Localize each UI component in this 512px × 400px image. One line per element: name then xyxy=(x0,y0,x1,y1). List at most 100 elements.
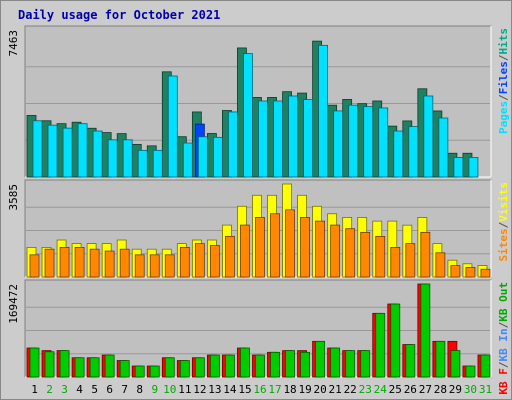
x-tick-label: 13 xyxy=(208,383,221,396)
x-tick-label: 30 xyxy=(464,383,477,396)
bar-kb-out: KB Out 22: 48080 xyxy=(345,350,356,378)
x-tick-label: 24 xyxy=(374,383,388,396)
bar-kb-out: KB Out 23: 48080 xyxy=(360,350,371,378)
bar-sites: Sites 3: 1141 xyxy=(59,247,70,278)
legend-visits-sites: Sites/Visits xyxy=(497,182,510,262)
bar-pages: Pages 14: 3303 xyxy=(228,111,238,178)
x-tick-label: 1 xyxy=(31,383,38,396)
bar-kb-out: KB Out 27: 169472 xyxy=(420,283,431,378)
bar-pages: Pages 5: 2334 xyxy=(92,130,103,178)
y-max-label: 7463 xyxy=(7,30,20,57)
bar-pages: Pages 11: 1725 xyxy=(182,142,193,178)
x-tick-label: 8 xyxy=(136,383,143,396)
x-tick-label: 29 xyxy=(449,383,462,396)
bar-kb-out: KB Out 18: 48080 xyxy=(285,350,295,378)
bar-kb-out: KB Out 26: 59140 xyxy=(405,344,416,378)
x-tick-label: 5 xyxy=(91,383,98,396)
x-tick-label: 12 xyxy=(193,383,206,396)
bar-pages: Pages 16: 3859 xyxy=(258,100,268,178)
bar-kb-out: KB Out 30: 20000 xyxy=(465,365,476,378)
bar-pages: Pages 26: 2559 xyxy=(408,126,419,178)
bar-sites: Sites 15: 2001 xyxy=(240,224,250,278)
bar-pages: Pages 8: 1353 xyxy=(137,149,148,178)
bar-sites: Sites 16: 2296 xyxy=(255,217,265,278)
bar-sites: Sites 29: 439 xyxy=(450,265,461,278)
bar-kb-out: KB Out 9: 20000 xyxy=(149,365,160,378)
legend-item: Hits xyxy=(497,28,510,55)
x-tick-label: 20 xyxy=(314,383,327,396)
bar-kb-out: KB Out 21: 52790 xyxy=(330,347,341,378)
x-tick-label: 2 xyxy=(46,383,53,396)
x-tick-label: 7 xyxy=(121,383,128,396)
x-tick-label: 18 xyxy=(283,383,296,396)
bar-sites: Sites 20: 2154 xyxy=(315,220,326,278)
legend-text: KB F/KB In/KB Out xyxy=(497,282,510,395)
x-tick-label: 14 xyxy=(223,383,237,396)
bar-kb-out: KB Out 5: 35070 xyxy=(89,357,100,378)
bar-sites: Sites 5: 1072 xyxy=(89,248,100,278)
bar-sites: Sites 24: 1566 xyxy=(375,235,386,278)
bar-sites: Sites 30: 369 xyxy=(465,267,476,278)
bar-pages: Pages 20: 6684 xyxy=(318,44,329,178)
bar-sites: Sites 22: 1862 xyxy=(345,228,356,278)
x-tick-label: 27 xyxy=(419,383,432,396)
bar-pages: Pages 15: 6264 xyxy=(243,53,253,178)
bar-kb-out: KB Out 19: 45000 xyxy=(300,351,310,378)
bar-pages: Pages 22: 3646 xyxy=(348,104,359,178)
bar-sites: Sites 6: 1000 xyxy=(104,250,115,278)
bar-kb-out: KB Out 11: 30000 xyxy=(179,360,190,378)
panel-visits-sites: 3585Visits 1: 1141Visits 2: 1141Visits 3… xyxy=(7,179,510,278)
panel-hits-files-pages: 7463Hits 1: 3125Hits 2: 2855Hits 3: 2708… xyxy=(7,25,510,178)
x-tick-label: 28 xyxy=(434,383,447,396)
bar-sites: Sites 31: 298 xyxy=(480,268,491,278)
bar-pages: Pages 23: 3573 xyxy=(363,106,374,178)
bar-pages: Pages 30: 993 xyxy=(468,157,479,178)
bar-pages: Pages 25: 2334 xyxy=(393,130,404,178)
x-tick-label: 9 xyxy=(151,383,158,396)
bar-sites: Sites 8: 854 xyxy=(134,254,145,278)
x-tick-label: 19 xyxy=(298,383,311,396)
chart-title: Daily usage for October 2021 xyxy=(18,8,220,22)
y-max-label: 169472 xyxy=(7,284,20,324)
legend-item: Pages xyxy=(497,101,510,134)
x-tick-label: 6 xyxy=(106,383,113,396)
bar-pages: Pages 13: 2014 xyxy=(212,136,223,178)
legend-separator: / xyxy=(497,221,510,228)
bar-pages: Pages 2: 2631 xyxy=(47,124,58,178)
bar-sites: Sites 18: 2589 xyxy=(285,209,295,278)
bar-pages: Pages 3: 2481 xyxy=(62,127,73,178)
x-tick-label: 3 xyxy=(61,383,68,396)
bar-kb-out: KB Out 6: 40000 xyxy=(104,354,115,378)
legend-item: Sites xyxy=(497,228,510,261)
bar-kb-out: KB Out 4: 35070 xyxy=(74,357,85,378)
legend-text: Pages/Files/Hits xyxy=(497,28,510,134)
legend-separator: / xyxy=(497,94,510,101)
bar-kb-out: KB Out 2: 46000 xyxy=(44,351,55,378)
bar-sites: Sites 10: 854 xyxy=(164,254,175,278)
bar-sites: Sites 13: 1212 xyxy=(209,245,220,278)
legend-hits-files-pages: Pages/Files/Hits xyxy=(497,28,510,134)
bar-kb-out: KB Out 13: 40000 xyxy=(209,354,220,378)
bar-sites: Sites 28: 933 xyxy=(435,252,446,278)
bar-sites: Sites 12: 1287 xyxy=(194,243,205,278)
bar-kb-out: KB Out 29: 48080 xyxy=(450,350,461,378)
bar-kb-out: KB Out 25: 133000 xyxy=(390,303,401,378)
bar-kb-out: KB Out 24: 116000 xyxy=(375,312,386,378)
chart-panels: 7463Hits 1: 3125Hits 2: 2855Hits 3: 2708… xyxy=(7,25,510,395)
bar-pages: Pages 28: 2995 xyxy=(438,117,449,178)
bar-pages: Pages 6: 1887 xyxy=(107,139,118,178)
bar-sites: Sites 4: 1141 xyxy=(74,247,85,278)
bar-pages: Pages 12: 2042 xyxy=(197,136,208,178)
bar-kb-out: KB Out 7: 30000 xyxy=(119,360,130,378)
bar-sites: Sites 23: 1721 xyxy=(360,231,371,278)
x-axis-labels: 1 2 3 4 5 6 7 8 9 10 11 12 13 14 15 16 17 18 19 20 21 22 23 24 2… xyxy=(31,383,492,396)
x-tick-label: 26 xyxy=(404,383,417,396)
x-tick-label: 10 xyxy=(163,383,176,396)
x-tick-label: 21 xyxy=(329,383,342,396)
bar-kb-out: KB Out 15: 52790 xyxy=(240,347,250,378)
bar-sites: Sites 9: 854 xyxy=(149,254,160,278)
bar-sites: Sites 7: 1072 xyxy=(119,248,130,278)
legend-item: KB F xyxy=(497,368,510,395)
bar-pages: Pages 7: 1887 xyxy=(122,139,133,178)
legend-separator: / xyxy=(497,361,510,368)
